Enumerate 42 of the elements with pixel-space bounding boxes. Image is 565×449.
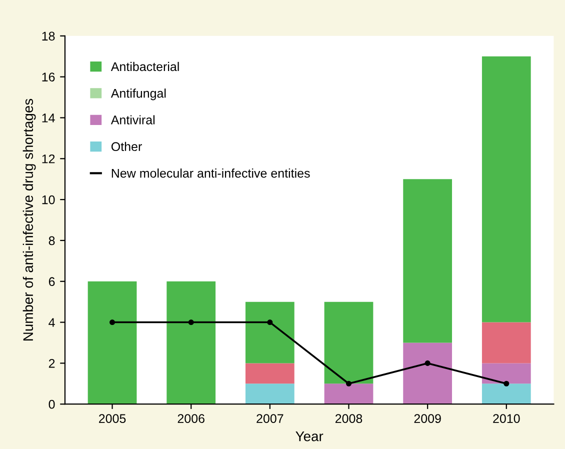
y-tick-label: 2 <box>48 358 55 368</box>
bar <box>403 342 452 404</box>
bar <box>324 302 374 384</box>
y-tick-label: 12 <box>42 154 55 164</box>
bar <box>245 384 294 404</box>
x-tick-label: 2010 <box>493 414 520 424</box>
point <box>188 320 194 326</box>
legend-label: Antiviral <box>110 115 155 124</box>
bar <box>245 363 294 384</box>
bar <box>403 179 452 343</box>
y-tick-label: 16 <box>42 72 55 82</box>
point <box>424 360 430 366</box>
bar <box>88 281 137 404</box>
legend-label: New molecular anti-infective entities <box>112 168 310 178</box>
x-tick-label: 2007 <box>256 414 284 424</box>
x-tick-label: 2005 <box>99 414 126 424</box>
y-tick-label: 18 <box>42 32 55 41</box>
y-axis-title: Number of anti-infective drug shortages <box>22 98 36 340</box>
legend-label: Other <box>111 142 142 152</box>
x-tick-label: 2006 <box>178 414 204 424</box>
point <box>267 320 273 326</box>
bar <box>482 384 531 404</box>
legend-label: Antifungal <box>110 88 166 100</box>
x-tick-label: 2008 <box>335 414 362 424</box>
y-tick-label: 4 <box>48 318 55 327</box>
y-tick-label: 10 <box>42 195 55 204</box>
point <box>346 380 352 386</box>
x-axis-title: Year <box>296 432 324 442</box>
y-tick-label: 0 <box>48 400 55 409</box>
bar <box>482 322 531 364</box>
bar <box>482 363 531 384</box>
y-tick-label: 14 <box>42 114 55 122</box>
bar <box>324 384 374 404</box>
y-tick-label: 6 <box>48 277 55 286</box>
point <box>504 380 510 386</box>
y-tick-label: 8 <box>48 236 55 246</box>
point <box>109 320 116 326</box>
legend-label: Antibacterial <box>110 62 179 72</box>
bar <box>166 281 216 404</box>
bar <box>482 56 531 322</box>
x-tick-label: 2009 <box>414 414 441 424</box>
bar <box>245 302 294 364</box>
